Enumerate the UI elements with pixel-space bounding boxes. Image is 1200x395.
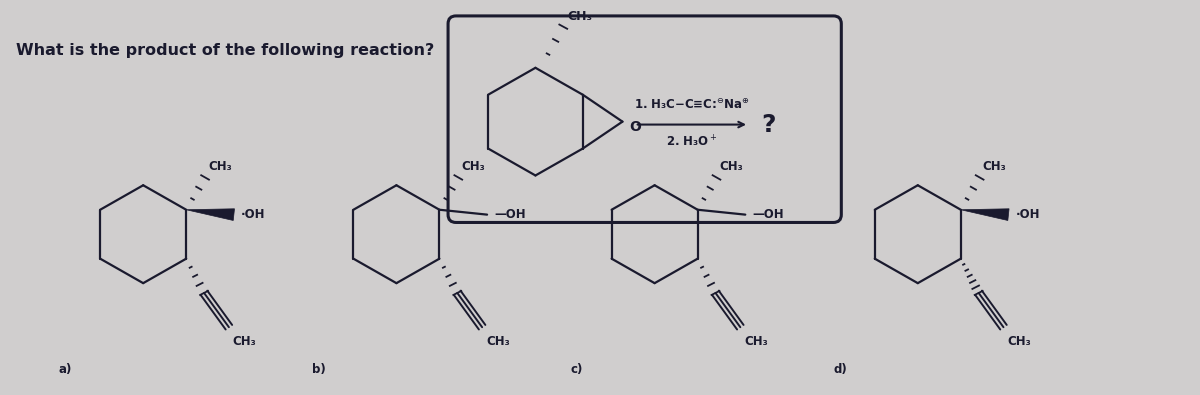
Text: —OH: —OH <box>494 208 526 221</box>
Text: O: O <box>630 120 641 134</box>
Text: b): b) <box>312 363 325 376</box>
Text: ·OH: ·OH <box>1015 208 1040 221</box>
Text: CH₃: CH₃ <box>983 160 1007 173</box>
Text: 1. H₃C−C≡C:$^{⊖}$Na$^{⊕}$: 1. H₃C−C≡C:$^{⊖}$Na$^{⊕}$ <box>634 97 750 112</box>
Text: CH₃: CH₃ <box>568 10 593 23</box>
Text: CH₃: CH₃ <box>208 160 232 173</box>
Text: CH₃: CH₃ <box>461 160 485 173</box>
Text: ·OH: ·OH <box>241 208 265 221</box>
Text: CH₃: CH₃ <box>233 335 257 348</box>
Text: —OH: —OH <box>752 208 784 221</box>
Text: CH₃: CH₃ <box>486 335 510 348</box>
Text: a): a) <box>59 363 72 376</box>
Text: CH₃: CH₃ <box>744 335 768 348</box>
Text: CH₃: CH₃ <box>720 160 743 173</box>
FancyBboxPatch shape <box>448 16 841 222</box>
Text: d): d) <box>833 363 847 376</box>
Text: 2. H₃O$^+$: 2. H₃O$^+$ <box>666 134 718 150</box>
Polygon shape <box>961 209 1009 220</box>
Text: What is the product of the following reaction?: What is the product of the following rea… <box>16 43 434 58</box>
Text: ?: ? <box>761 113 775 137</box>
Text: c): c) <box>570 363 582 376</box>
Polygon shape <box>186 209 234 220</box>
Text: CH₃: CH₃ <box>1008 335 1031 348</box>
